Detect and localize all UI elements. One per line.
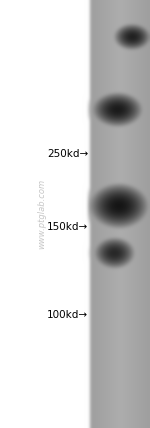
- Text: www.ptglab.com: www.ptglab.com: [38, 179, 46, 249]
- Text: 100kd→: 100kd→: [47, 309, 88, 320]
- Text: 250kd→: 250kd→: [47, 149, 88, 159]
- Text: 150kd→: 150kd→: [47, 222, 88, 232]
